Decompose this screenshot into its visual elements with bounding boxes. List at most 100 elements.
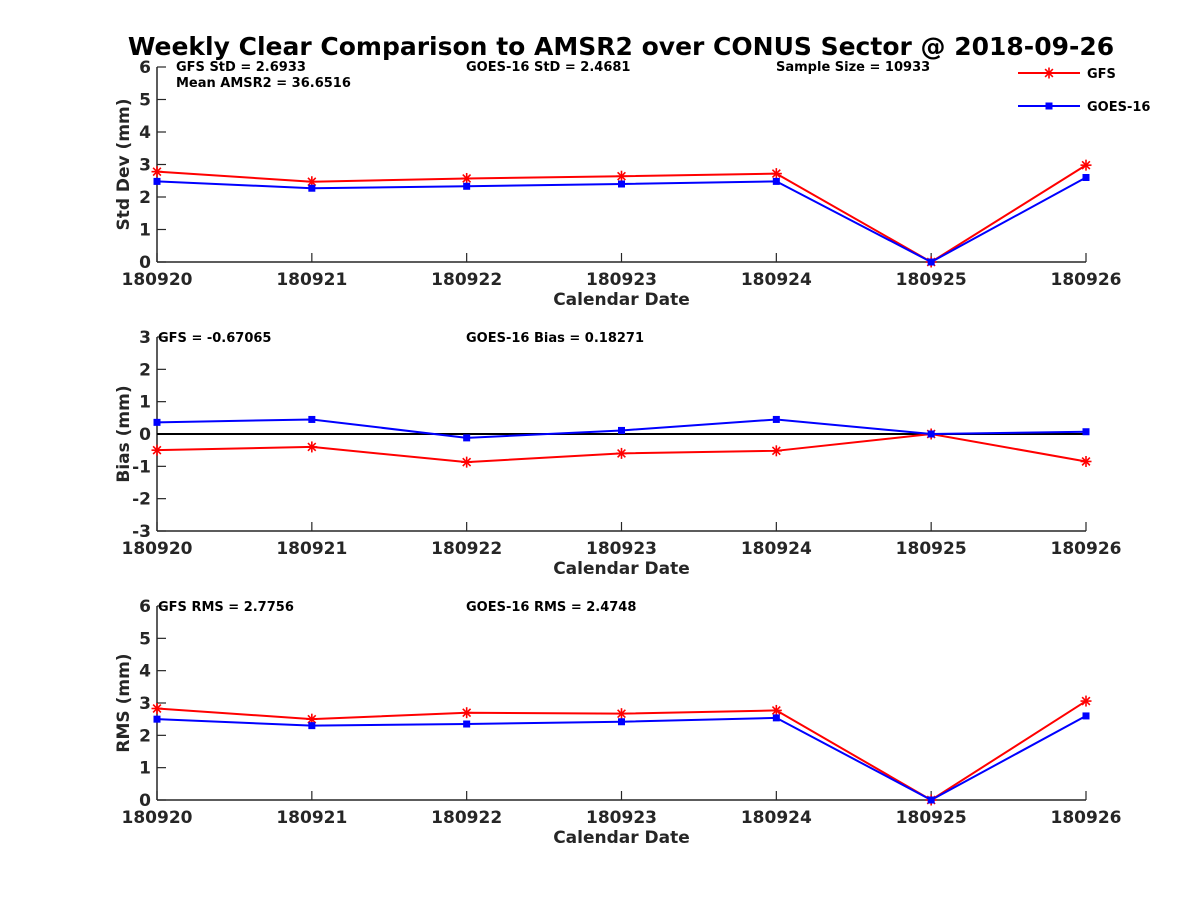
x-tick-label: 180924: [741, 808, 812, 828]
y-tick-label: 2: [139, 360, 151, 380]
data-point-square: [618, 180, 625, 188]
legend-entry: GFS: [1018, 67, 1116, 82]
data-point-asterisk: [770, 168, 782, 180]
data-point-square: [308, 184, 316, 192]
data-point-square: [618, 718, 625, 726]
data-point-asterisk: [616, 170, 627, 182]
y-tick-label: 0: [139, 253, 151, 273]
y-axis-label: Std Dev (mm): [114, 98, 134, 230]
x-tick-label: 180926: [1051, 808, 1122, 828]
stat-annotation: Mean AMSR2 = 36.6516: [176, 76, 351, 91]
stat-annotation: GFS = -0.67065: [158, 331, 271, 346]
data-point-asterisk: [151, 702, 163, 714]
data-point-square: [463, 434, 471, 442]
data-point-asterisk: [1080, 695, 1092, 707]
data-point-asterisk: [1080, 159, 1092, 171]
legend-marker: [1045, 102, 1053, 110]
y-axis-label: RMS (mm): [114, 653, 134, 752]
data-point-asterisk: [306, 713, 318, 725]
x-tick-label: 180926: [1051, 539, 1122, 559]
x-tick-label: 180923: [586, 808, 657, 828]
x-tick-label: 180922: [431, 539, 502, 559]
legend-label: GOES-16: [1087, 100, 1150, 115]
data-point-asterisk: [770, 704, 782, 716]
data-point-square: [618, 426, 625, 434]
data-point-square: [1082, 428, 1090, 436]
x-tick-label: 180923: [586, 270, 657, 290]
y-tick-label: 4: [139, 662, 151, 682]
y-tick-label: 0: [139, 791, 151, 811]
data-point-square: [308, 722, 316, 730]
x-axis-label: Calendar Date: [553, 828, 690, 848]
data-point-asterisk: [151, 166, 163, 178]
data-point-square: [463, 182, 471, 190]
data-point-asterisk: [306, 441, 318, 453]
panel-2: -3 -2 -1 0 1 2 3 180920 180921 180922 180923 180924…: [114, 328, 1121, 579]
panel-3: 0 1 2 3 4 5 6 180920 180921 180922 180923 180924 180…: [114, 597, 1121, 848]
y-tick-label: 3: [139, 328, 151, 348]
y-tick-label: 3: [139, 694, 151, 714]
data-point-square: [153, 418, 161, 426]
data-point-asterisk: [151, 444, 163, 456]
data-point-asterisk: [616, 447, 627, 459]
y-axis-label: Bias (mm): [114, 385, 134, 482]
stat-annotation: Sample Size = 10933: [776, 60, 930, 75]
stat-annotation: GOES-16 StD = 2.4681: [466, 60, 630, 75]
series-line: [156, 715, 1087, 802]
x-tick-label: 180920: [122, 808, 193, 828]
y-tick-label: 4: [139, 123, 151, 143]
series-goes-16: [153, 712, 1090, 804]
data-point-square: [927, 430, 935, 438]
stat-annotation: GFS RMS = 2.7756: [158, 600, 294, 615]
data-point-asterisk: [461, 707, 473, 719]
legend-entry: GOES-16: [1018, 100, 1150, 115]
figure-title: Weekly Clear Comparison to AMSR2 over CO…: [128, 32, 1114, 61]
x-axis-label: Calendar Date: [553, 290, 690, 310]
data-point-asterisk: [461, 456, 473, 468]
series-goes-16: [153, 174, 1090, 266]
y-tick-label: 5: [139, 629, 151, 649]
data-point-asterisk: [616, 708, 627, 720]
series-line: [156, 176, 1087, 264]
legend-marker: [1043, 67, 1055, 79]
series-goes-16: [153, 415, 1090, 442]
y-tick-label: 6: [139, 597, 151, 617]
stat-annotation: GOES-16 Bias = 0.18271: [466, 331, 644, 346]
y-tick-label: -2: [132, 490, 151, 510]
x-tick-label: 180921: [276, 808, 347, 828]
y-tick-label: 1: [139, 393, 151, 413]
data-point-square: [308, 415, 316, 423]
panel-1: 0 1 2 3 4 5 6 180920 180921 180922 180923 180924 180…: [114, 58, 1121, 310]
x-tick-label: 180925: [896, 270, 967, 290]
data-point-square: [772, 177, 780, 185]
x-tick-label: 180926: [1051, 270, 1122, 290]
y-tick-label: -3: [132, 522, 151, 542]
x-tick-label: 180922: [431, 270, 502, 290]
data-point-square: [772, 415, 780, 423]
y-tick-label: -1: [132, 457, 151, 477]
data-point-asterisk: [461, 172, 473, 184]
data-point-square: [1082, 712, 1090, 720]
data-point-square: [772, 714, 780, 722]
data-point-square: [1082, 174, 1090, 181]
x-tick-label: 180920: [122, 270, 193, 290]
data-point-square: [153, 177, 161, 185]
data-point-square: [927, 258, 935, 266]
y-tick-label: 3: [139, 156, 151, 176]
y-tick-label: 2: [139, 188, 151, 208]
stat-annotation: GFS StD = 2.6933: [176, 60, 306, 75]
data-point-asterisk: [1080, 455, 1092, 467]
y-tick-label: 6: [139, 58, 151, 78]
data-point-square: [927, 796, 935, 804]
y-tick-label: 5: [139, 91, 151, 111]
data-point-asterisk: [770, 445, 782, 457]
legend: GFS GOES-16: [1018, 67, 1150, 115]
x-tick-label: 180921: [276, 270, 347, 290]
data-point-square: [153, 715, 161, 723]
x-tick-label: 180921: [276, 539, 347, 559]
x-tick-label: 180922: [431, 808, 502, 828]
x-tick-label: 180920: [122, 539, 193, 559]
data-point-square: [463, 720, 471, 728]
panels: 0 1 2 3 4 5 6 180920 180921 180922 180923 180924 180…: [114, 58, 1121, 848]
